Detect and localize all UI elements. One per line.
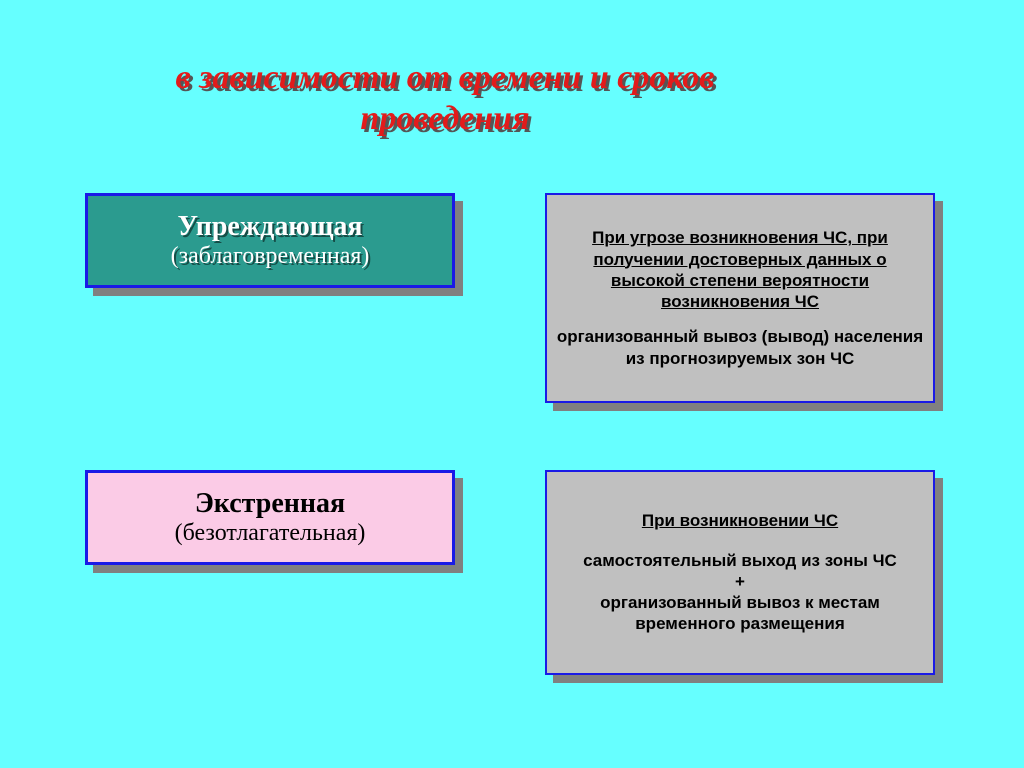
emergency-def-underlined: При возникновении ЧС [642,510,838,531]
emergency-card-main: Экстренная [195,488,345,520]
emergency-def-body: самостоятельный выход из зоны ЧС+организ… [555,550,925,635]
preemptive-card-sub: (заблаговременная) [171,243,370,269]
preemptive-card: Упреждающая Упреждающая (заблаговременна… [85,193,455,288]
preemptive-def-underlined: При угрозе возникновения ЧС, при получен… [555,227,925,312]
preemptive-card-main: Упреждающая [177,211,362,242]
preemptive-def-card: При угрозе возникновения ЧС, при получен… [545,193,935,403]
page-title: в зависимости от времени и сроков провед… [65,58,825,140]
emergency-def-card: При возникновении ЧС самостоятельный вых… [545,470,935,675]
emergency-card-sub: (безотлагательная) [175,520,366,547]
emergency-card: Экстренная (безотлагательная) [85,470,455,565]
preemptive-def-body: организованный вывоз (вывод) населения и… [555,326,925,369]
